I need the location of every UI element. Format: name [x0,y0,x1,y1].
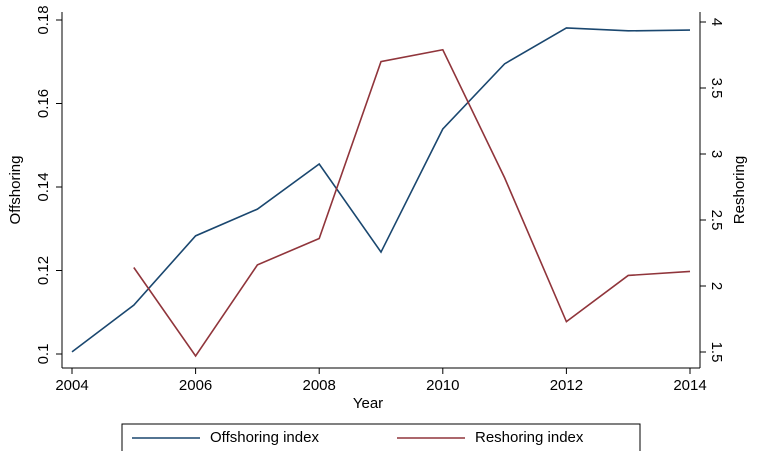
y-axis-label: Offshoring [7,156,24,225]
y-tick-label: 0.14 [35,172,52,201]
y-tick-label: 0.18 [35,5,52,34]
y2-tick-label: 2 [708,282,725,290]
legend-label: Reshoring index [475,429,584,446]
legend-label: Offshoring index [210,429,319,446]
y2-tick-label: 4 [708,18,725,26]
x-tick-label: 2010 [426,377,459,394]
line-series [71,27,691,353]
x-tick-label: 2004 [55,377,88,394]
x-tick-label: 2014 [673,377,706,394]
line-series [133,48,691,358]
x-tick-label: 2008 [303,377,336,394]
x-tick-label: 2012 [550,377,583,394]
y-tick-label: 0.1 [35,344,52,365]
y2-tick-label: 1.5 [708,342,725,363]
y2-tick-label: 3 [708,150,725,158]
x-axis-label: Year [353,395,383,412]
y2-tick-label: 2.5 [708,210,725,231]
x-tick-label: 2006 [179,377,212,394]
y-tick-label: 0.12 [35,256,52,285]
legend-box [121,423,641,451]
y-tick-label: 0.16 [35,89,52,118]
y2-axis-label: Reshoring [731,156,748,224]
y2-tick-label: 3.5 [708,78,725,99]
